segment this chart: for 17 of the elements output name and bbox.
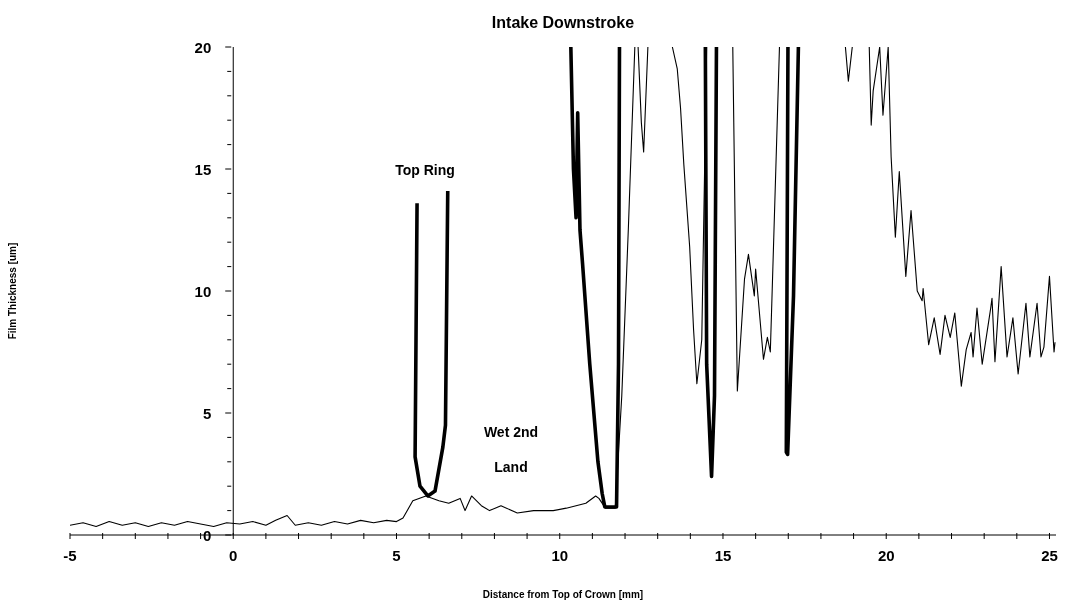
x-tick-label: 25 xyxy=(1041,547,1058,564)
text: Wet 2nd Land xyxy=(483,424,539,475)
y-axis-title: Film Thickness [um] xyxy=(6,242,18,340)
annotation: Top Ring xyxy=(395,161,455,178)
x-tick-label: 5 xyxy=(392,547,401,564)
x-tick-label: 15 xyxy=(714,547,732,564)
x-tick-label: 20 xyxy=(877,547,895,564)
x-tick-label: -5 xyxy=(63,547,77,564)
x-axis-title: Distance from Top of Crown [mm] xyxy=(482,589,644,600)
y-tick-label: 10 xyxy=(194,282,212,300)
y-tick-label: 20 xyxy=(194,38,212,56)
y-tick-label: 15 xyxy=(194,160,212,178)
x-tick-label: 10 xyxy=(551,547,569,564)
y-tick-label: 5 xyxy=(202,404,212,422)
x-tick-label: 0 xyxy=(229,547,238,564)
chart-title: Intake Downstroke xyxy=(490,14,636,32)
y-tick-label: 0 xyxy=(202,526,212,544)
